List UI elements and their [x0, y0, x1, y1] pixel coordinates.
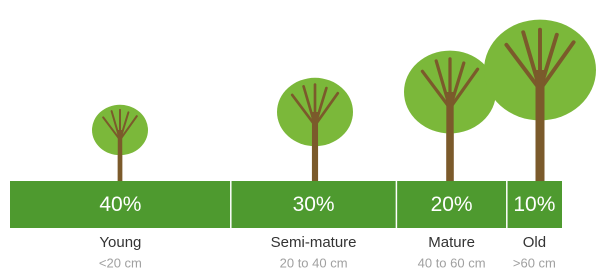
value-label: 30% [293, 193, 335, 216]
size-range-label: 40 to 60 cm [418, 255, 486, 270]
category-label: Old [523, 234, 546, 251]
tree-trunk [536, 70, 545, 181]
category-label: Semi-mature [271, 234, 357, 251]
size-range-label: 20 to 40 cm [280, 255, 348, 270]
category-label: Mature [428, 234, 475, 251]
tree-trunk [446, 92, 453, 181]
tree-icon [277, 78, 353, 181]
value-label: 40% [99, 193, 141, 216]
tree-trunk [312, 112, 318, 181]
tree-icon [404, 51, 496, 181]
tree-icon [484, 20, 596, 181]
value-label: 20% [431, 193, 473, 216]
size-range-label: <20 cm [99, 255, 142, 270]
chart: 40% Young <20 cm 30% Semi-mature 20 to 40 cm 2… [0, 0, 597, 272]
category-label: Young [99, 234, 141, 251]
tree-trunk [118, 130, 122, 181]
value-label: 10% [513, 193, 555, 216]
size-range-label: >60 cm [513, 255, 556, 270]
tree-icon [92, 105, 148, 181]
